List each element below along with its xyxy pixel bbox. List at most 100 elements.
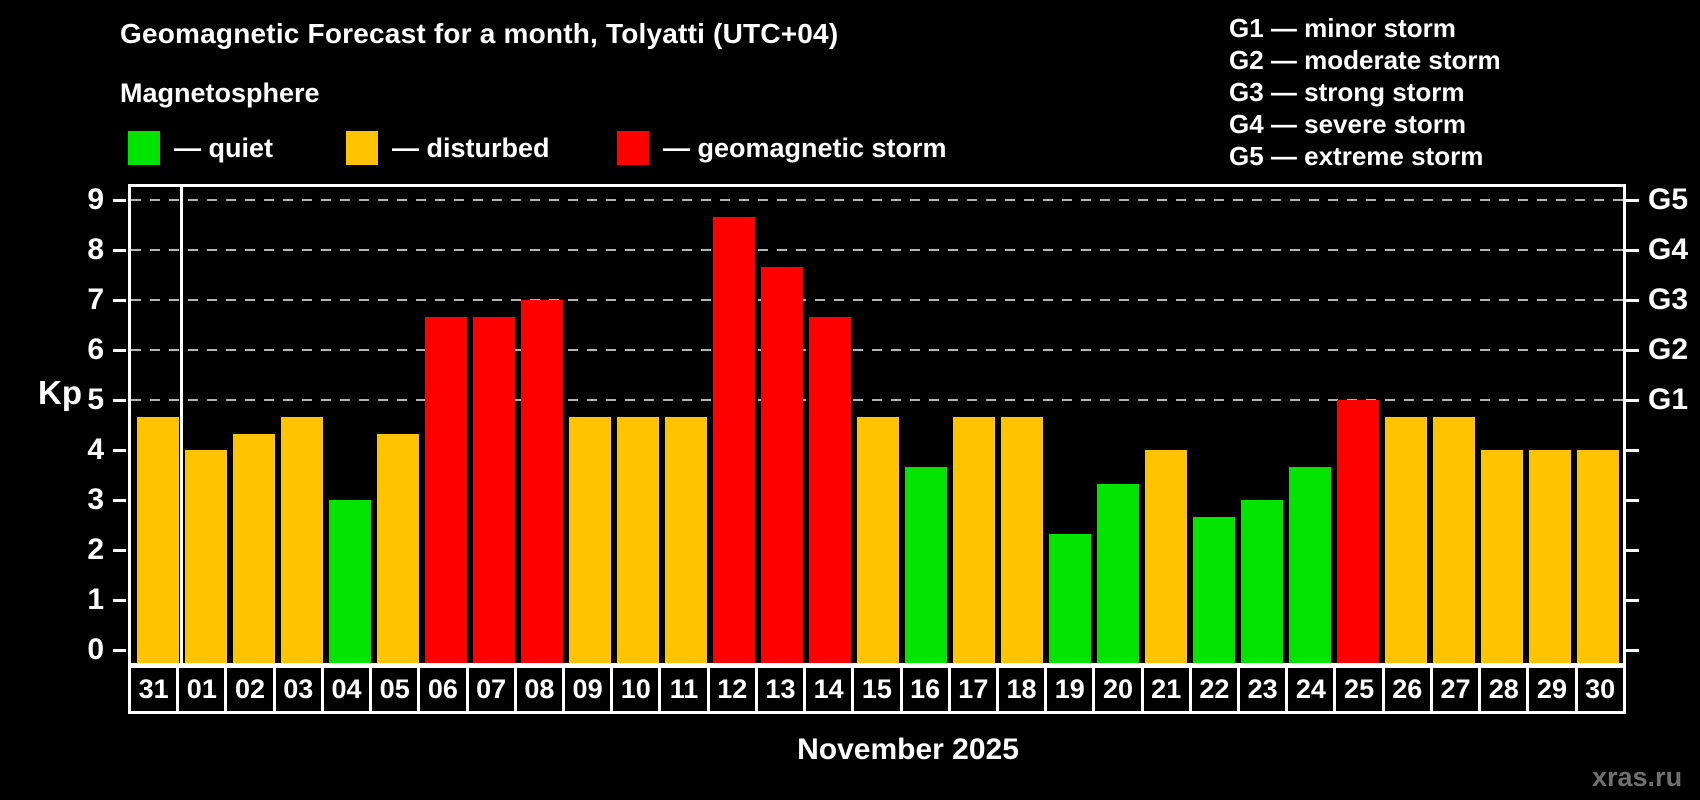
day-label-16: 16 — [899, 668, 948, 711]
day-label-04: 04 — [320, 668, 369, 711]
kp-bar-day-06 — [425, 316, 467, 663]
g-scale-label-g1: G1 — [1648, 383, 1689, 416]
right-tick-1 — [1626, 599, 1639, 602]
kp-bar-day-26 — [1385, 416, 1427, 663]
right-tick-3 — [1626, 499, 1639, 502]
g-scale-label-g3: G3 — [1648, 283, 1689, 316]
x-axis-title: November 2025 — [797, 733, 1019, 766]
magnetosphere-label: Magnetosphere — [120, 78, 320, 108]
y-tick-label-7: 7 — [87, 283, 104, 316]
day-label-07: 07 — [465, 668, 514, 711]
y-tick-label-2: 2 — [87, 533, 104, 566]
kp-bar-day-17 — [953, 416, 995, 663]
left-tick-7 — [113, 299, 126, 302]
legend-item-disturbed: — disturbed — [346, 130, 550, 166]
day-label-26: 26 — [1381, 668, 1430, 711]
right-tick-8 — [1626, 249, 1639, 252]
kp-bar-day-16 — [905, 466, 947, 663]
kp-bar-day-15 — [857, 416, 899, 663]
legend-label-storm: — geomagnetic storm — [663, 132, 947, 163]
left-tick-1 — [113, 599, 126, 602]
kp-bar-day-29 — [1529, 450, 1571, 663]
y-tick-label-0: 0 — [87, 633, 104, 666]
kp-bar-day-23 — [1241, 500, 1283, 663]
kp-bar-day-13 — [761, 266, 803, 663]
kp-bar-day-18 — [1001, 416, 1043, 663]
day-label-10: 10 — [610, 668, 658, 711]
day-label-13: 13 — [754, 668, 803, 711]
y-tick-label-3: 3 — [87, 483, 104, 516]
kp-bar-day-05 — [377, 433, 419, 663]
day-label-02: 02 — [224, 668, 272, 711]
disturbed-swatch-icon — [346, 131, 378, 165]
kp-bar-day-12 — [713, 216, 755, 663]
day-label-21: 21 — [1140, 668, 1189, 711]
kp-bar-day-30 — [1577, 450, 1619, 663]
y-tick-label-1: 1 — [87, 583, 104, 616]
left-tick-2 — [113, 549, 126, 552]
day-label-12: 12 — [706, 668, 755, 711]
day-label-29: 29 — [1526, 668, 1574, 711]
kp-bar-day-25 — [1337, 400, 1379, 663]
g5-legend-line: G5 — extreme storm — [1229, 141, 1484, 171]
kp-bar-day-02 — [233, 433, 275, 663]
watermark: xras.ru — [1592, 762, 1683, 792]
gridline-kp-8 — [131, 249, 1623, 251]
left-tick-3 — [113, 499, 126, 502]
kp-bar-day-08 — [521, 300, 563, 663]
kp-bar-day-03 — [281, 416, 323, 663]
day-label-30: 30 — [1574, 668, 1623, 711]
y-tick-label-6: 6 — [87, 333, 104, 366]
left-tick-6 — [113, 349, 126, 352]
right-tick-9 — [1626, 199, 1639, 202]
legend-label-quiet: — quiet — [174, 132, 273, 163]
day-label-25: 25 — [1333, 668, 1381, 711]
day-label-28: 28 — [1478, 668, 1526, 711]
right-tick-2 — [1626, 549, 1639, 552]
left-tick-0 — [113, 649, 126, 652]
g2-legend-line: G2 — moderate storm — [1229, 45, 1501, 75]
right-tick-7 — [1626, 299, 1639, 302]
right-tick-0 — [1626, 649, 1639, 652]
kp-bar-day-24 — [1289, 466, 1331, 663]
g1-legend-line: G1 — minor storm — [1229, 13, 1456, 43]
gridline-kp-9 — [131, 199, 1623, 201]
day-label-24: 24 — [1285, 668, 1333, 711]
day-label-05: 05 — [369, 668, 417, 711]
day-label-20: 20 — [1092, 668, 1140, 711]
day-label-01: 01 — [176, 668, 224, 711]
day-label-17: 17 — [947, 668, 996, 711]
g-scale-label-g2: G2 — [1648, 333, 1689, 366]
right-tick-5 — [1626, 399, 1639, 402]
day-label-15: 15 — [851, 668, 899, 711]
g-scale-label-g4: G4 — [1648, 233, 1689, 266]
day-label-27: 27 — [1429, 668, 1478, 711]
day-label-18: 18 — [995, 668, 1044, 711]
g-scale-label-g5: G5 — [1648, 183, 1689, 216]
kp-bar-day-31 — [137, 416, 179, 663]
day-label-11: 11 — [658, 668, 706, 711]
g4-legend-line: G4 — severe storm — [1229, 109, 1467, 139]
kp-bar-day-27 — [1433, 416, 1475, 663]
y-tick-label-4: 4 — [87, 433, 104, 466]
kp-bar-day-19 — [1049, 533, 1091, 663]
kp-bar-day-20 — [1097, 483, 1139, 663]
storm-swatch-icon — [617, 131, 649, 165]
y-tick-label-8: 8 — [87, 233, 104, 266]
y-tick-label-9: 9 — [87, 183, 104, 216]
kp-bar-day-04 — [329, 500, 371, 663]
y-axis-title: Kp — [38, 374, 82, 411]
left-tick-9 — [113, 199, 126, 202]
month-boundary-line — [180, 187, 183, 663]
g-scale-legend: G1 — minor storm G2 — moderate storm G3 … — [1229, 12, 1501, 172]
gridline-kp-7 — [131, 299, 1623, 301]
day-label-row: 31 01 02 03 04 05 06 07 08 09 10 11 12 13 14 15 16 17 18 19… — [128, 668, 1626, 714]
kp-bar-day-01 — [185, 450, 227, 663]
plot-area — [128, 184, 1626, 668]
day-label-03: 03 — [272, 668, 321, 711]
kp-bar-day-21 — [1145, 450, 1187, 663]
gridline-kp-6 — [131, 349, 1623, 351]
left-tick-4 — [113, 449, 126, 452]
kp-bar-day-11 — [665, 416, 707, 663]
